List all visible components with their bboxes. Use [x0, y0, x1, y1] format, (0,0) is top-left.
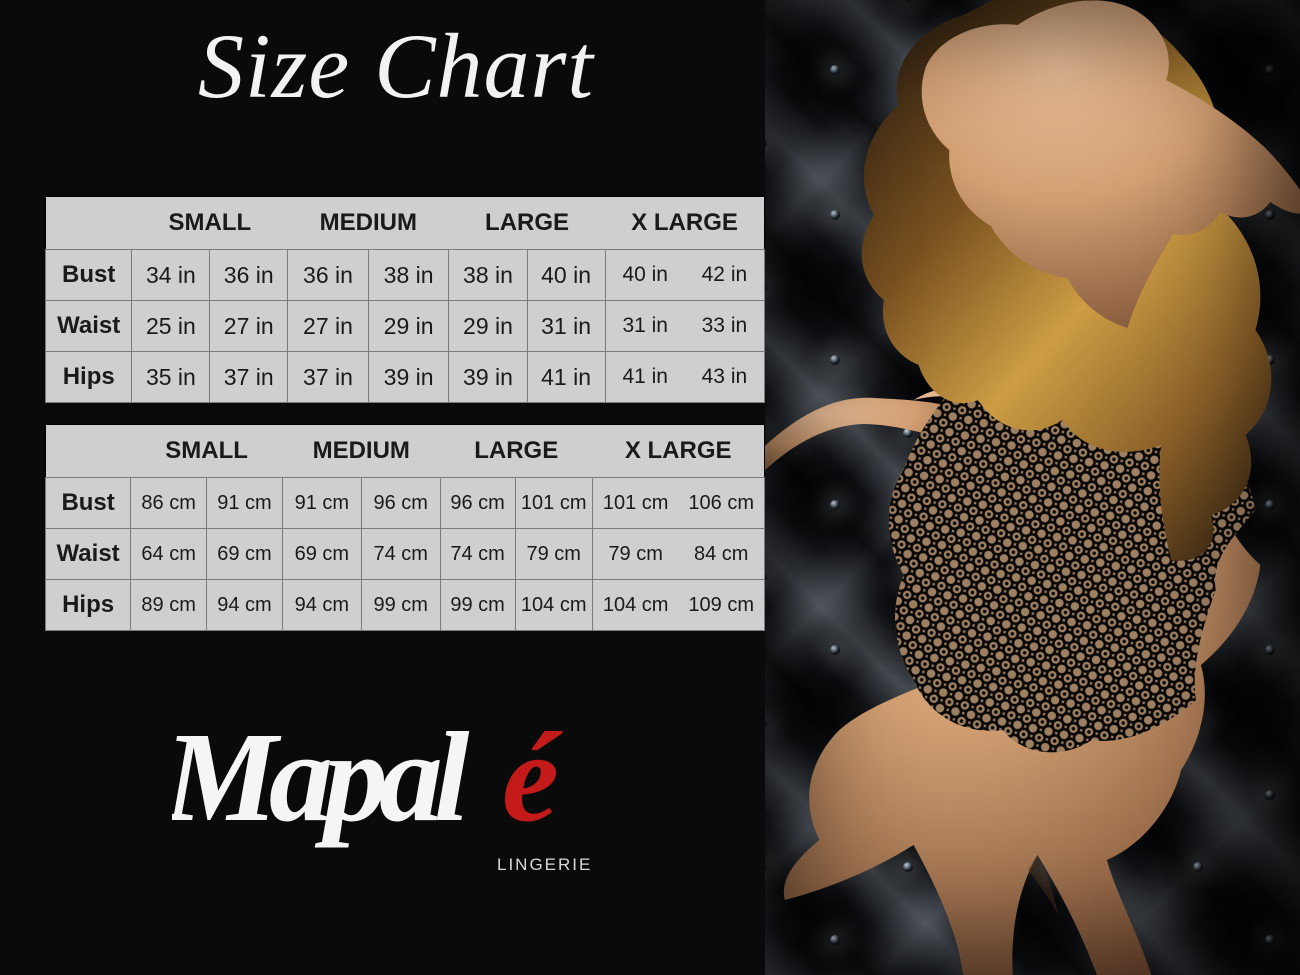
- svg-text:Mapal: Mapal: [172, 706, 470, 848]
- svg-text:é: é: [502, 706, 563, 848]
